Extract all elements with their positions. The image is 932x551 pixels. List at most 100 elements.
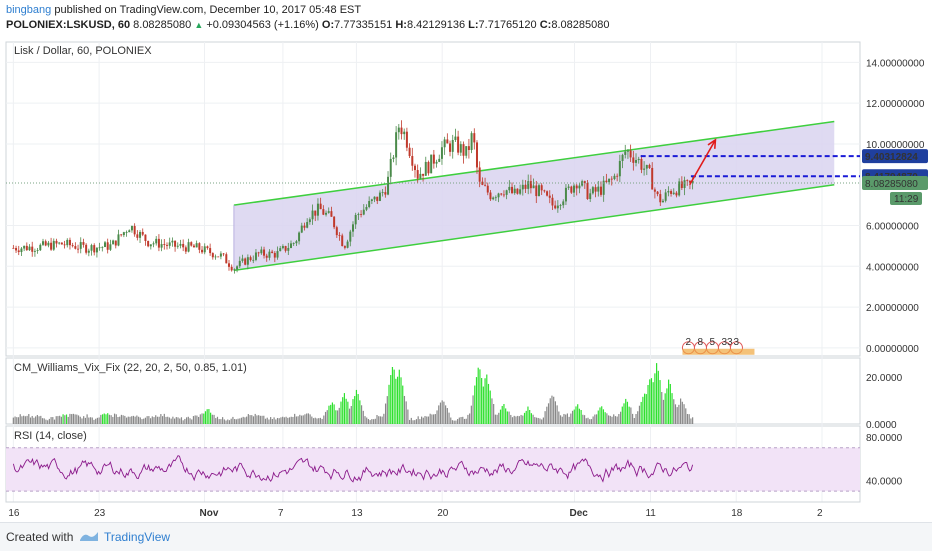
rsi-band: [6, 447, 860, 492]
candle-body: [230, 266, 233, 271]
candle-body: [141, 231, 144, 235]
candle-body: [449, 143, 452, 152]
candle-body: [516, 188, 519, 194]
candle-body: [556, 205, 559, 209]
x-tick-label: 18: [731, 508, 743, 519]
last-price-value: 8.08285080: [133, 19, 192, 31]
candle-body: [227, 263, 230, 267]
candle-body: [327, 211, 330, 213]
open-label: O:: [321, 19, 335, 31]
candle-body: [182, 243, 185, 248]
candle-body: [597, 186, 600, 192]
candle-body: [368, 200, 371, 207]
candle-body: [583, 181, 586, 184]
x-tick-label: 16: [8, 508, 20, 519]
candle-body: [613, 175, 616, 180]
candle-body: [378, 192, 381, 201]
candle-body: [511, 186, 514, 194]
candle-body: [661, 200, 664, 203]
candle-body: [163, 244, 166, 245]
candle-body: [481, 181, 484, 185]
candle-body: [605, 180, 608, 183]
candle-body: [114, 240, 117, 246]
candle-body: [446, 139, 449, 144]
x-tick-label: Nov: [199, 508, 218, 519]
x-tick-label: 11: [645, 508, 656, 519]
candle-body: [594, 187, 597, 192]
candle-body: [443, 139, 446, 148]
candle-body: [87, 250, 90, 253]
candle-body: [306, 222, 309, 228]
candle-body: [360, 214, 363, 215]
vix-pane: [5, 357, 861, 425]
candle-body: [400, 127, 403, 135]
price-tick-label: 4.00000000: [866, 262, 919, 273]
candle-body: [389, 158, 392, 177]
candle-body: [392, 157, 395, 159]
candle-body: [559, 205, 562, 207]
candle-body: [144, 234, 147, 241]
candle-body: [316, 203, 319, 216]
candle-body: [680, 181, 683, 189]
author-link[interactable]: bingbang: [6, 4, 52, 16]
candle-body: [52, 240, 55, 250]
candle-body: [427, 161, 430, 174]
candle-body: [219, 253, 222, 257]
candle-body: [570, 186, 573, 193]
candle-body: [691, 180, 694, 183]
candle-body: [241, 258, 244, 261]
candle-body: [537, 185, 540, 197]
candle-body: [624, 151, 627, 155]
candle-body: [36, 250, 39, 251]
created-with-text: Created with: [6, 530, 74, 544]
candle-body: [319, 203, 322, 210]
level-tag-label: 9.40312824: [865, 152, 918, 163]
candle-body: [66, 239, 69, 246]
candle-body: [160, 244, 163, 248]
candle-body: [311, 210, 314, 220]
candle-body: [104, 242, 107, 247]
projection-arrow-head: [707, 138, 717, 149]
candle-body: [540, 185, 543, 191]
x-tick-label: 7: [278, 508, 284, 519]
candle-body: [341, 235, 344, 247]
candle-body: [670, 191, 673, 194]
candle-body: [106, 242, 109, 250]
channel-lower-line: [233, 183, 835, 272]
candle-body: [484, 184, 487, 186]
candle-body: [497, 193, 500, 198]
rsi-pane-title: RSI (14, close): [14, 430, 87, 442]
tradingview-brand-link[interactable]: TradingView: [104, 530, 171, 544]
candle-body: [357, 214, 360, 216]
candle-body: [281, 246, 284, 249]
x-tick-label: 23: [94, 508, 106, 519]
chart-canvas[interactable]: 14.00000000 12.00000000 10.00000000 6.00000…: [0, 34, 932, 522]
candle-body: [640, 158, 643, 170]
candle-body: [395, 132, 398, 158]
candle-body: [298, 232, 301, 242]
candle-body: [133, 226, 136, 235]
price-tick-label: 14.00000000: [866, 58, 925, 69]
candle-body: [308, 219, 311, 223]
candle-body: [435, 161, 438, 164]
candle-body: [416, 170, 419, 179]
candle-body: [209, 248, 212, 254]
x-tick-label: 20: [437, 508, 449, 519]
candle-body: [591, 187, 594, 194]
candle-body: [478, 167, 481, 182]
candle-body: [42, 241, 45, 245]
candle-body: [610, 178, 613, 180]
candle-body: [632, 157, 635, 163]
candle-body: [17, 250, 20, 253]
candle-body: [459, 144, 462, 153]
candle-body: [44, 241, 47, 246]
candle-body: [535, 185, 538, 197]
low-label: L:: [468, 19, 479, 31]
candle-body: [411, 156, 414, 166]
candle-body: [303, 225, 306, 228]
candle-body: [101, 246, 104, 248]
candle-body: [527, 181, 530, 189]
candle-body: [249, 257, 252, 261]
candle-body: [279, 248, 282, 252]
candle-body: [424, 161, 427, 176]
